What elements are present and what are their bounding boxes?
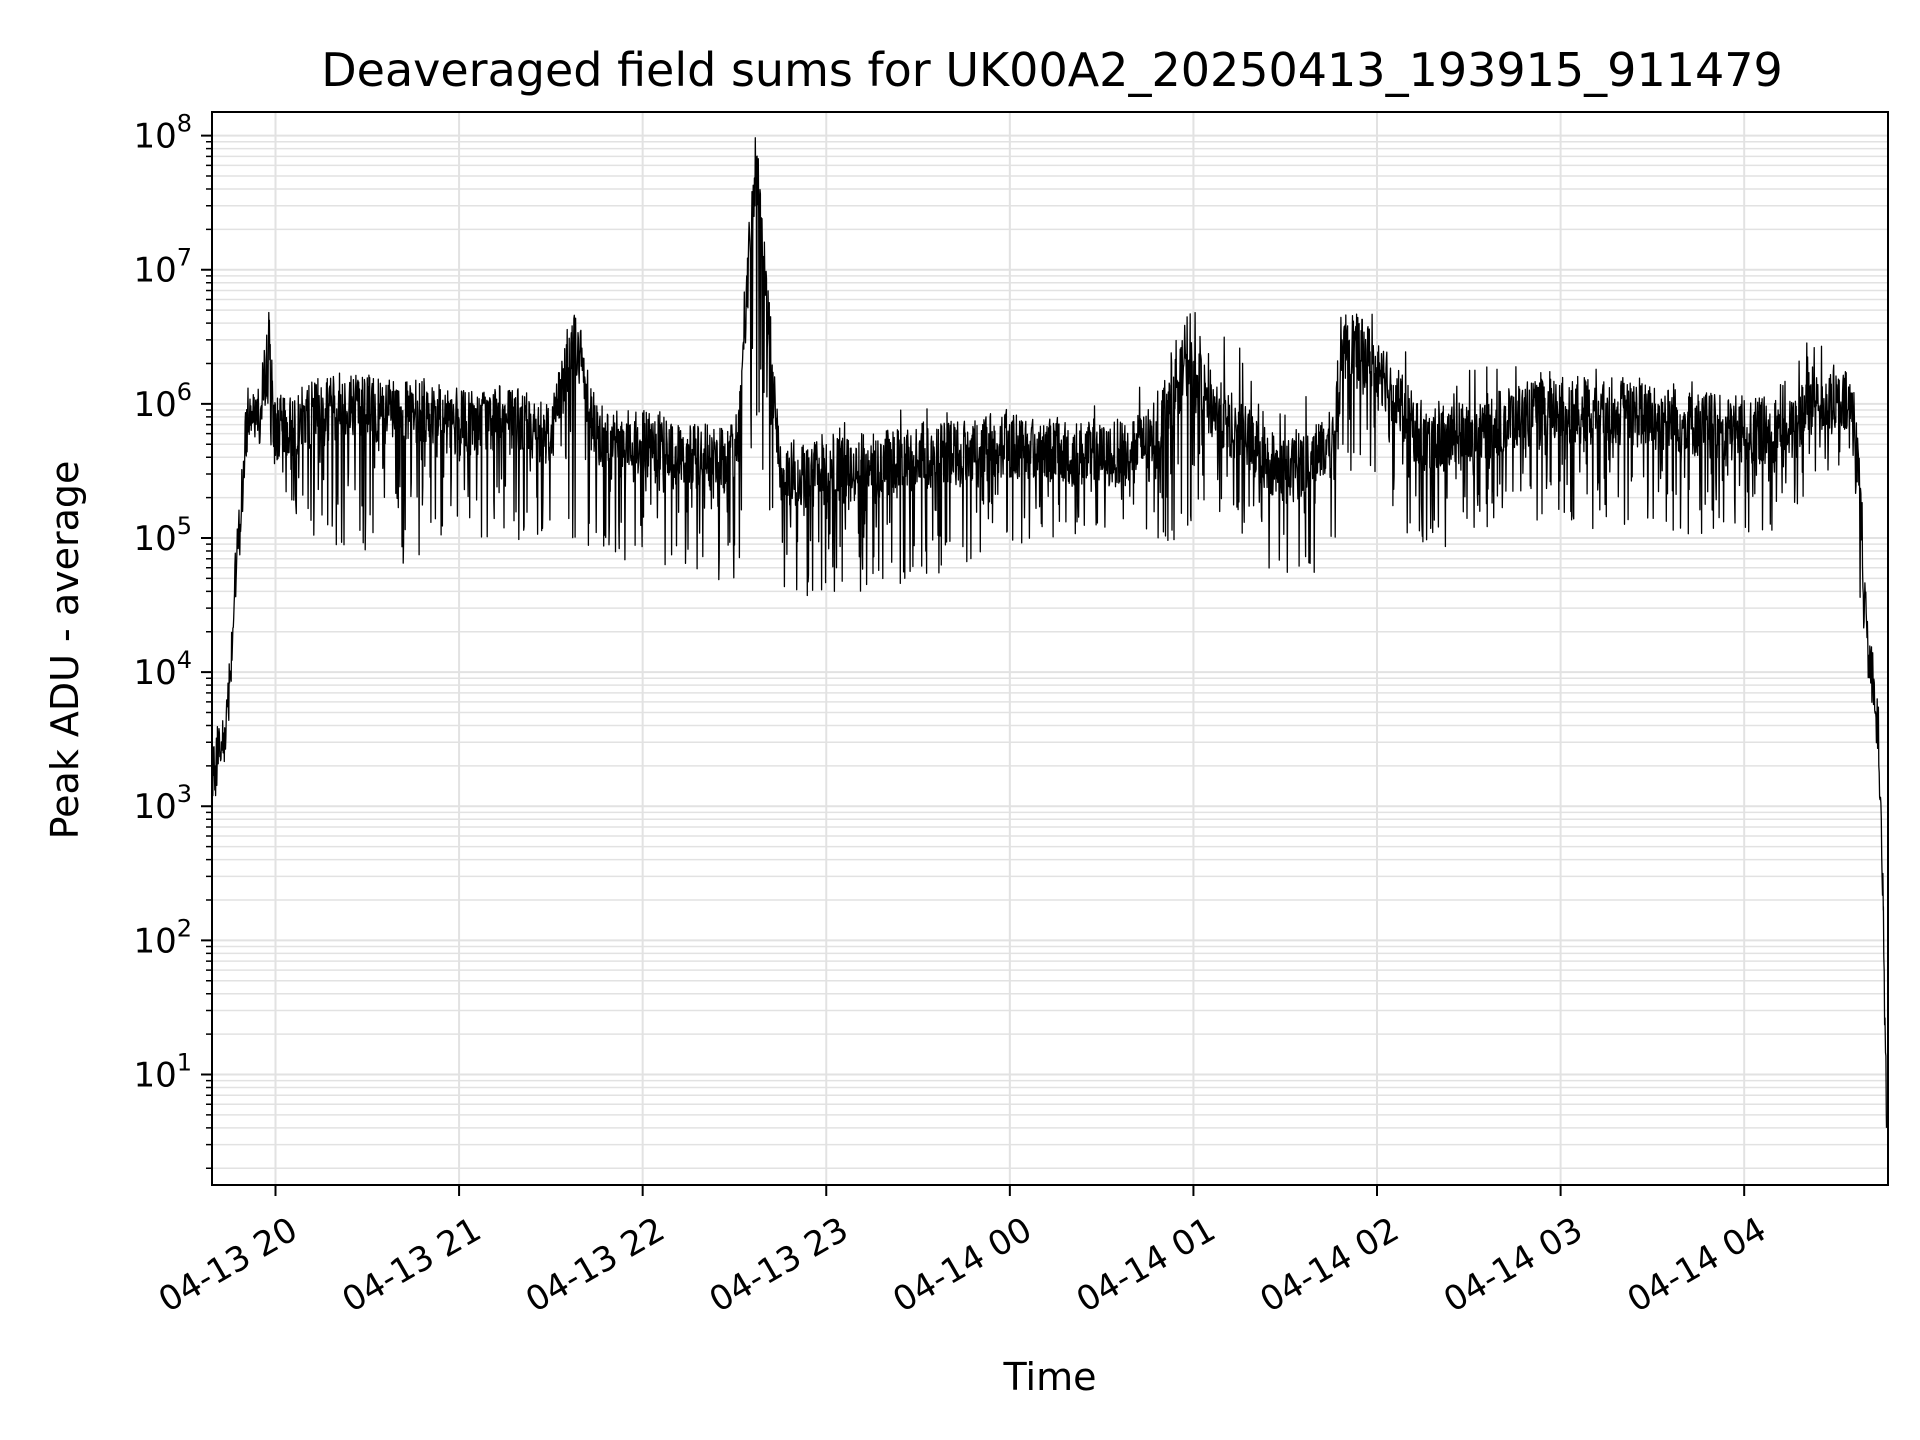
data-point bbox=[917, 456, 920, 459]
data-point bbox=[1743, 432, 1746, 435]
data-point bbox=[1207, 402, 1210, 405]
y-tick-label: 104 bbox=[133, 646, 192, 693]
data-point bbox=[962, 449, 965, 452]
data-point bbox=[580, 362, 583, 365]
data-point bbox=[216, 751, 219, 754]
y-tick-base: 10 bbox=[133, 1055, 176, 1095]
data-point bbox=[1146, 443, 1149, 446]
data-point bbox=[1330, 443, 1333, 446]
data-point bbox=[779, 472, 782, 475]
data-point bbox=[271, 409, 274, 412]
data-point bbox=[1467, 432, 1470, 435]
data-point bbox=[1853, 409, 1856, 412]
data-point bbox=[366, 402, 369, 405]
data-point bbox=[549, 432, 552, 435]
data-point bbox=[274, 423, 277, 426]
data-point bbox=[1882, 898, 1885, 901]
y-tick-base: 10 bbox=[133, 251, 176, 291]
data-point bbox=[1054, 449, 1057, 452]
series-line bbox=[212, 137, 1888, 1128]
data-point bbox=[687, 456, 690, 459]
y-tick-exponent: 5 bbox=[177, 512, 192, 540]
data-point bbox=[641, 443, 644, 446]
data-point bbox=[1559, 409, 1562, 412]
y-tick-label: 107 bbox=[133, 244, 192, 291]
series-group bbox=[212, 137, 1888, 1128]
data-point bbox=[228, 677, 231, 680]
data-point bbox=[222, 741, 225, 744]
y-tick-base: 10 bbox=[133, 519, 176, 559]
data-point bbox=[458, 423, 461, 426]
data-point bbox=[754, 159, 757, 162]
y-tick-exponent: 3 bbox=[177, 780, 192, 808]
data-point bbox=[1100, 456, 1103, 459]
data-point bbox=[1859, 496, 1862, 499]
y-tick-label: 101 bbox=[133, 1048, 192, 1095]
data-point bbox=[1813, 397, 1816, 400]
data-point bbox=[1789, 423, 1792, 426]
data-point bbox=[1345, 338, 1348, 341]
x-axis-label: Time bbox=[1003, 1355, 1097, 1399]
chart-title: Deaveraged field sums for UK00A2_2025041… bbox=[321, 43, 1783, 97]
data-point bbox=[503, 415, 506, 418]
major-gridlines bbox=[212, 112, 1888, 1185]
data-point bbox=[427, 409, 430, 412]
data-point bbox=[1238, 432, 1241, 435]
y-tick-label: 106 bbox=[133, 378, 192, 425]
data-point bbox=[825, 472, 828, 475]
data-point bbox=[1605, 409, 1608, 412]
data-point bbox=[246, 409, 249, 412]
data-point bbox=[253, 392, 256, 395]
data-point bbox=[1865, 630, 1868, 633]
y-tick-label: 105 bbox=[133, 512, 192, 559]
data-point bbox=[733, 456, 736, 459]
data-point bbox=[1008, 443, 1011, 446]
y-tick-exponent: 4 bbox=[177, 646, 192, 674]
data-point bbox=[1513, 415, 1516, 418]
data-point bbox=[305, 415, 308, 418]
data-point bbox=[280, 432, 283, 435]
plot-frame bbox=[211, 111, 1889, 1186]
data-point bbox=[234, 577, 237, 580]
y-tick-label: 102 bbox=[133, 914, 192, 961]
data-point bbox=[1847, 402, 1850, 405]
data-point bbox=[259, 415, 262, 418]
y-axis-label: Peak ADU - average bbox=[43, 461, 87, 840]
y-tick-label: 108 bbox=[133, 110, 192, 157]
data-point bbox=[1871, 684, 1874, 687]
y-tick-base: 10 bbox=[133, 787, 176, 827]
y-tick-base: 10 bbox=[133, 117, 176, 157]
y-tick-label: 103 bbox=[133, 780, 192, 827]
y-tick-base: 10 bbox=[133, 385, 176, 425]
data-point bbox=[1834, 402, 1837, 405]
y-tick-exponent: 7 bbox=[177, 244, 192, 272]
data-point bbox=[571, 338, 574, 341]
data-point bbox=[871, 464, 874, 467]
data-point bbox=[1651, 415, 1654, 418]
data-point bbox=[396, 415, 399, 418]
y-tick-exponent: 8 bbox=[177, 110, 192, 138]
y-tick-exponent: 1 bbox=[177, 1048, 192, 1076]
y-tick-exponent: 2 bbox=[177, 914, 192, 942]
y-tick-base: 10 bbox=[133, 921, 176, 961]
data-point bbox=[1186, 362, 1189, 365]
data-point bbox=[335, 402, 338, 405]
data-point bbox=[1376, 362, 1379, 365]
data-point bbox=[595, 432, 598, 435]
data-point bbox=[240, 496, 243, 499]
minor-gridlines bbox=[206, 141, 1888, 1169]
data-point bbox=[1877, 741, 1880, 744]
data-point bbox=[1421, 443, 1424, 446]
data-point bbox=[1697, 423, 1700, 426]
y-tick-base: 10 bbox=[133, 653, 176, 693]
y-tick-exponent: 6 bbox=[177, 378, 192, 406]
data-point bbox=[265, 362, 268, 365]
data-point bbox=[268, 322, 271, 325]
data-point bbox=[1284, 472, 1287, 475]
